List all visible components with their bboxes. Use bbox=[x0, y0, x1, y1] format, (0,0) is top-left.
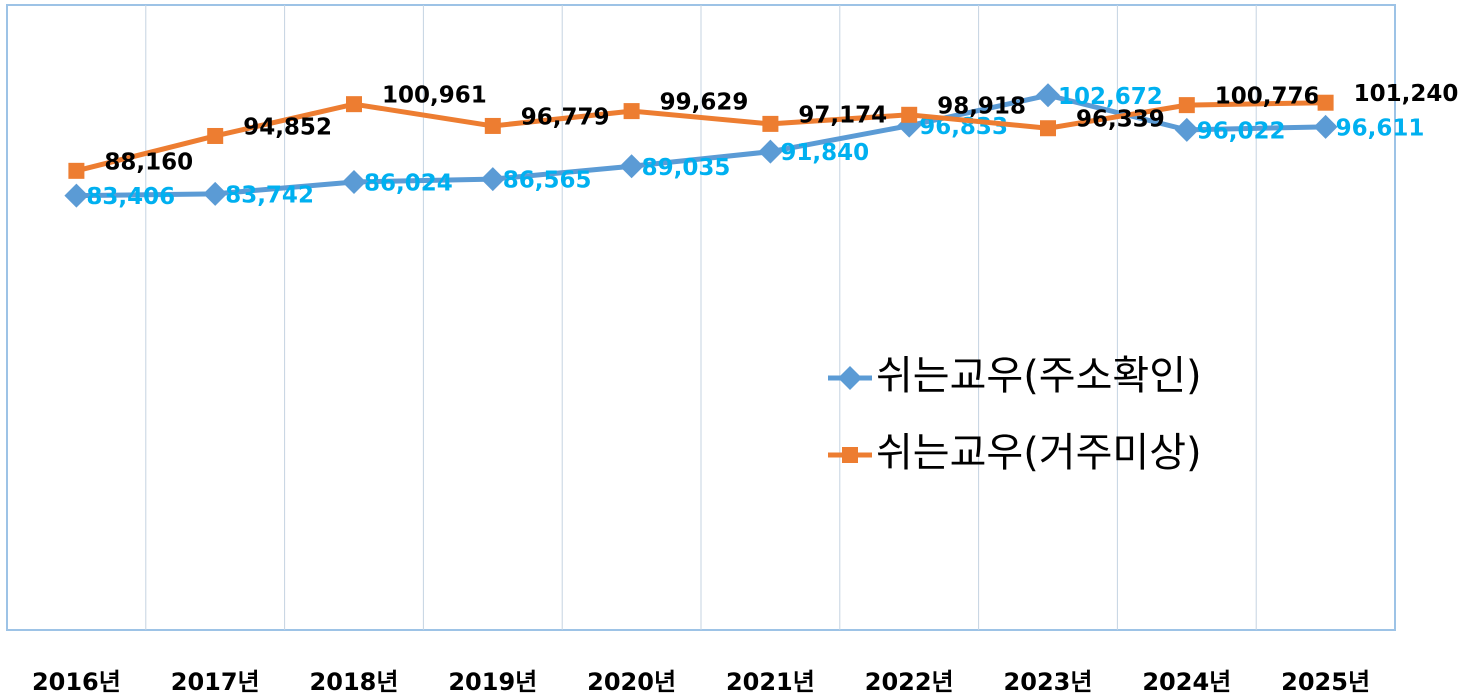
data-label: 86,565 bbox=[503, 168, 592, 194]
data-label: 100,961 bbox=[382, 83, 487, 109]
data-point bbox=[484, 117, 501, 134]
data-label: 99,629 bbox=[660, 90, 749, 116]
data-label: 102,672 bbox=[1058, 84, 1163, 110]
data-point bbox=[1036, 83, 1060, 108]
x-tick-label: 2020년 bbox=[587, 668, 676, 696]
data-label: 89,035 bbox=[642, 155, 731, 181]
data-label: 83,406 bbox=[86, 184, 175, 210]
series-line bbox=[75, 100, 1326, 174]
data-point bbox=[480, 167, 505, 192]
data-point bbox=[901, 106, 918, 123]
data-point bbox=[207, 127, 224, 144]
x-tick-label: 2017년 bbox=[171, 668, 260, 696]
data-label: 96,339 bbox=[1076, 107, 1165, 133]
data-point bbox=[64, 183, 89, 208]
x-tick-label: 2018년 bbox=[310, 668, 399, 696]
data-label: 88,160 bbox=[104, 149, 193, 175]
data-point bbox=[619, 154, 644, 179]
data-point bbox=[762, 115, 779, 132]
data-label: 96,022 bbox=[1197, 118, 1286, 144]
data-label: 83,742 bbox=[225, 182, 314, 208]
data-point bbox=[1313, 114, 1338, 139]
x-tick-label: 2016년 bbox=[32, 668, 121, 696]
series-line bbox=[76, 92, 1326, 199]
data-label: 97,174 bbox=[798, 102, 887, 128]
data-label: 91,840 bbox=[780, 140, 869, 166]
data-label: 96,611 bbox=[1336, 115, 1425, 141]
legend-marker bbox=[838, 366, 862, 390]
x-tick-label: 2023년 bbox=[1004, 668, 1093, 696]
data-point bbox=[758, 139, 783, 164]
data-point bbox=[1178, 97, 1195, 114]
legend-label: 쉬는교우(거주미상) bbox=[876, 430, 1202, 476]
data-point bbox=[203, 181, 228, 206]
x-tick-label: 2021년 bbox=[726, 668, 815, 696]
data-point bbox=[1174, 117, 1199, 142]
x-tick-label: 2022년 bbox=[865, 668, 954, 696]
data-label: 100,776 bbox=[1215, 84, 1320, 110]
data-label: 96,779 bbox=[521, 104, 610, 130]
data-label: 86,024 bbox=[364, 170, 453, 196]
data-point bbox=[342, 169, 366, 194]
data-point bbox=[1040, 120, 1056, 137]
legend-label: 쉬는교우(주소확인) bbox=[876, 353, 1202, 399]
legend-marker bbox=[842, 447, 858, 463]
data-label: 101,240 bbox=[1354, 81, 1459, 107]
data-point bbox=[623, 103, 640, 120]
data-point bbox=[346, 96, 362, 113]
x-tick-label: 2019년 bbox=[448, 668, 537, 696]
data-point bbox=[1317, 94, 1334, 111]
data-label: 94,852 bbox=[243, 114, 332, 140]
x-tick-label: 2025년 bbox=[1281, 668, 1370, 696]
data-label: 98,918 bbox=[937, 93, 1026, 119]
data-point bbox=[68, 162, 85, 179]
x-tick-label: 2024년 bbox=[1142, 668, 1231, 696]
